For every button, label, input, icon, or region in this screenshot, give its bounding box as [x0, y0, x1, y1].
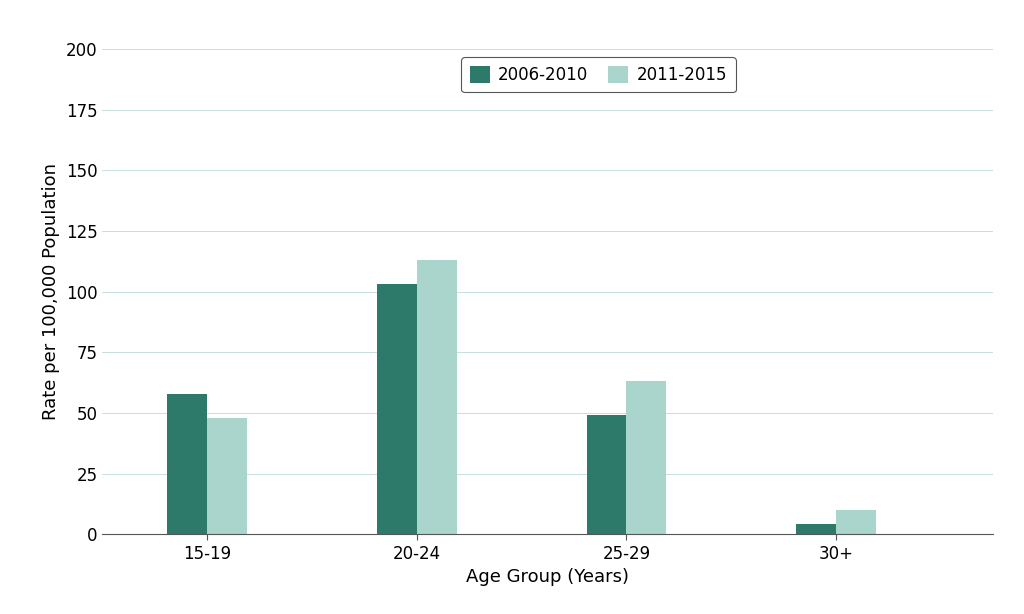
Bar	[797, 524, 836, 534]
Bar	[207, 418, 247, 534]
X-axis label: Age Group (Years): Age Group (Years)	[466, 568, 630, 586]
Bar	[417, 260, 457, 534]
Bar	[167, 394, 207, 534]
Y-axis label: Rate per 100,000 Population: Rate per 100,000 Population	[42, 163, 60, 420]
Legend: 2006-2010, 2011-2015: 2006-2010, 2011-2015	[462, 58, 735, 92]
Bar	[836, 510, 876, 534]
Bar	[627, 381, 667, 534]
Bar	[587, 415, 627, 534]
Bar	[377, 284, 417, 534]
